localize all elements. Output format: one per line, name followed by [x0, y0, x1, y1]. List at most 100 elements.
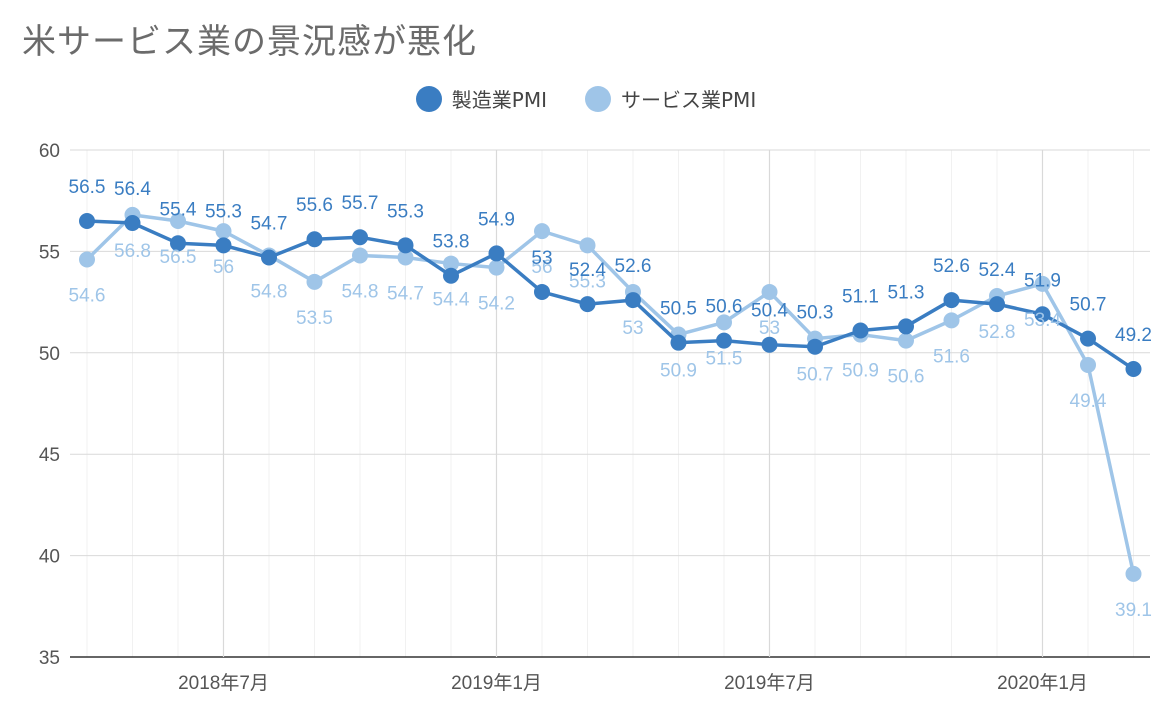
data-label: 50.9	[660, 361, 697, 382]
data-label: 54.8	[251, 281, 288, 302]
data-label: 56	[531, 257, 552, 278]
data-point	[807, 338, 823, 355]
data-label: 55.4	[160, 199, 197, 220]
legend-label-manufacturing: 製造業PMI	[451, 88, 547, 112]
data-label: 56.8	[114, 241, 151, 262]
data-label: 54.6	[69, 286, 106, 307]
data-label: 52.6	[933, 256, 970, 277]
data-point	[761, 283, 778, 300]
data-label: 56	[213, 257, 234, 278]
legend-marker-manufacturing	[415, 85, 442, 112]
data-point	[989, 296, 1005, 313]
data-label: 52.6	[615, 256, 652, 277]
data-point	[443, 255, 459, 272]
data-point	[852, 322, 869, 339]
data-point	[1034, 306, 1051, 323]
data-point	[1125, 565, 1142, 582]
data-label: 55.7	[342, 193, 379, 214]
data-point	[716, 314, 732, 331]
data-point	[215, 223, 232, 240]
data-point	[79, 251, 95, 268]
y-tick-label: 50	[39, 344, 60, 365]
data-label: 50.6	[888, 367, 925, 388]
data-label: 55.3	[387, 201, 424, 222]
data-point	[1034, 275, 1051, 292]
series-line-1	[85, 213, 1136, 575]
data-label: 50.3	[797, 303, 834, 324]
data-point	[261, 249, 277, 266]
data-label: 49.2	[1115, 325, 1152, 346]
data-label: 50.7	[797, 365, 834, 386]
data-point	[943, 292, 960, 309]
chart-title: 米サービス業の景況感が悪化	[22, 22, 477, 62]
data-label: 54.7	[387, 283, 424, 304]
data-point	[716, 332, 732, 349]
data-point	[306, 231, 323, 248]
data-point	[1125, 361, 1142, 378]
data-point	[761, 336, 778, 353]
data-point	[579, 237, 596, 254]
data-label: 52.4	[569, 260, 606, 281]
data-label: 54.8	[342, 281, 379, 302]
data-label: 54.9	[478, 209, 515, 230]
data-label: 55.3	[569, 271, 606, 292]
data-point	[352, 229, 368, 246]
data-label: 52.4	[979, 260, 1016, 281]
data-label: 50.7	[1070, 295, 1107, 316]
data-label: 51.3	[888, 282, 925, 303]
data-label: 55.3	[205, 201, 242, 222]
data-label: 49.4	[1070, 391, 1107, 412]
data-point	[215, 237, 232, 254]
data-point	[898, 318, 914, 335]
data-label: 53	[622, 318, 643, 339]
x-tick-label: 2019年7月	[724, 672, 815, 694]
legend-item-manufacturing[interactable]: 製造業PMI	[415, 84, 547, 113]
data-point	[1080, 356, 1096, 373]
y-tick-label: 55	[39, 242, 60, 263]
data-label: 54.4	[433, 290, 470, 311]
data-label: 51.9	[1024, 270, 1061, 291]
data-point	[443, 267, 459, 284]
data-point	[534, 283, 550, 300]
y-tick-label: 40	[39, 547, 60, 568]
data-point	[352, 247, 368, 264]
data-point	[534, 223, 550, 240]
data-point	[397, 249, 414, 266]
y-tick-label: 60	[39, 141, 60, 162]
data-point	[488, 259, 505, 276]
data-label: 50.6	[706, 297, 743, 318]
x-tick-label: 2018年7月	[178, 672, 269, 694]
legend-label-services: サービス業PMI	[621, 88, 757, 112]
data-point	[670, 334, 687, 351]
y-tick-label: 35	[39, 648, 60, 669]
data-label: 51.1	[842, 286, 879, 307]
data-label: 53	[759, 318, 780, 339]
data-label: 52.8	[979, 322, 1016, 343]
data-label: 54.2	[478, 294, 515, 315]
data-point	[124, 215, 141, 232]
data-point	[1080, 330, 1096, 347]
data-point	[625, 292, 641, 309]
x-tick-label: 2020年1月	[997, 672, 1088, 694]
data-label: 56.4	[114, 179, 151, 200]
data-point	[488, 245, 505, 262]
data-label: 53	[531, 248, 552, 269]
legend-item-services[interactable]: サービス業PMI	[585, 84, 756, 113]
data-label: 50.5	[660, 299, 697, 320]
data-point	[170, 235, 186, 252]
data-label: 39.1	[1115, 600, 1152, 621]
data-point	[170, 212, 186, 229]
y-tick-label: 45	[39, 445, 60, 466]
data-label: 53.5	[296, 308, 333, 329]
data-point	[397, 237, 414, 254]
data-point	[898, 332, 914, 349]
data-label: 50.4	[751, 301, 788, 322]
data-label: 55.6	[296, 195, 333, 216]
legend-marker-services	[585, 85, 611, 112]
data-label: 51.5	[706, 348, 743, 369]
data-label: 53.4	[1024, 310, 1061, 331]
data-label: 56.5	[160, 247, 197, 268]
data-point	[79, 212, 95, 229]
data-point	[943, 312, 960, 329]
